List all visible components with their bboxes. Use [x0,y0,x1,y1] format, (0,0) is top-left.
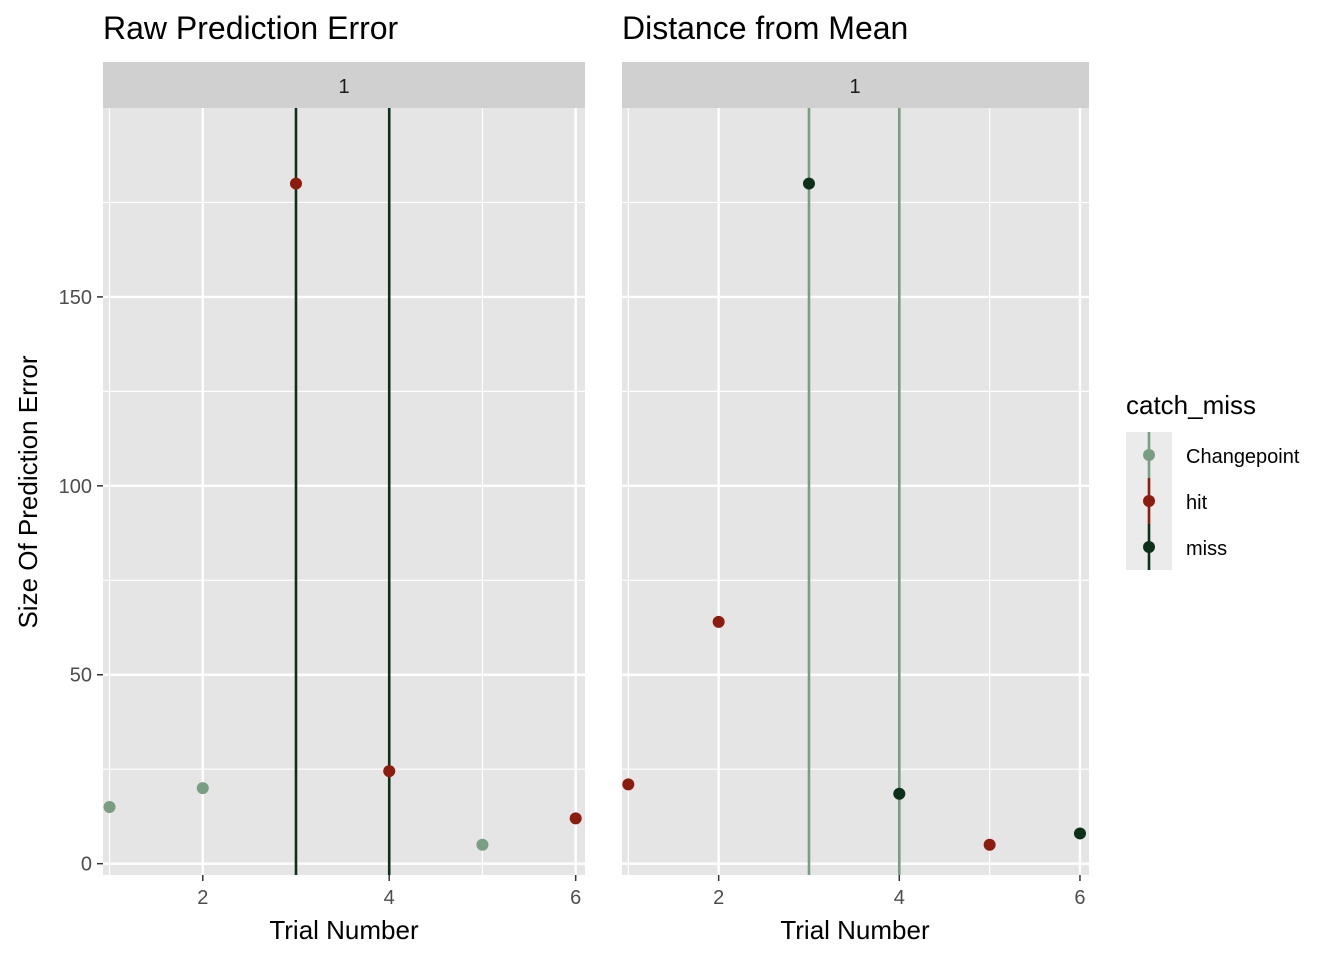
y-axis-title: Size Of Prediction Error [13,355,43,628]
panel-title: Raw Prediction Error [103,10,399,46]
legend: catch_miss Changepoint hit miss [1126,390,1300,570]
panel-raw-prediction-error: Raw Prediction Error 1 2 4 6 0 50 100 150 Tri… [13,10,585,945]
x-axis-title: Trial Number [269,915,419,945]
x-tick-label: 6 [1074,887,1085,909]
panel-title: Distance from Mean [622,10,908,46]
plot-panel [103,108,585,875]
y-tick-label: 0 [81,854,92,876]
point-hit [383,765,396,778]
point-hit [983,838,996,851]
x-tick-label: 2 [197,887,208,909]
point-hit [569,812,582,825]
y-tick-label: 100 [59,476,92,498]
legend-label-changepoint: Changepoint [1186,446,1300,468]
legend-label-hit: hit [1186,492,1208,514]
legend-key-point-changepoint [1143,449,1155,461]
x-axis-title: Trial Number [780,915,930,945]
y-tick-label: 150 [59,287,92,309]
point-miss [802,177,815,190]
point-hit [289,177,302,190]
point-changepoint [196,782,209,795]
legend-key-point-miss [1143,541,1155,553]
x-tick-label: 6 [570,887,581,909]
legend-key-point-hit [1143,495,1155,507]
point-miss [893,787,906,800]
facet-strip [622,62,1089,108]
legend-label-miss: miss [1186,538,1227,560]
facet-strip-label: 1 [338,76,349,98]
x-tick-label: 4 [894,887,905,909]
point-hit [712,615,725,628]
legend-title: catch_miss [1126,390,1256,420]
x-tick-label: 4 [384,887,395,909]
facet-strip-label: 1 [849,76,860,98]
point-miss [1073,827,1086,840]
panel-distance-from-mean: Distance from Mean 1 2 4 6 Trial Number [622,10,1089,945]
point-hit [622,778,635,791]
y-tick-label: 50 [70,665,92,687]
point-changepoint [476,838,489,851]
plot-panel [622,108,1089,875]
point-changepoint [103,800,116,813]
facet-strip [103,62,585,108]
x-tick-label: 2 [713,887,724,909]
